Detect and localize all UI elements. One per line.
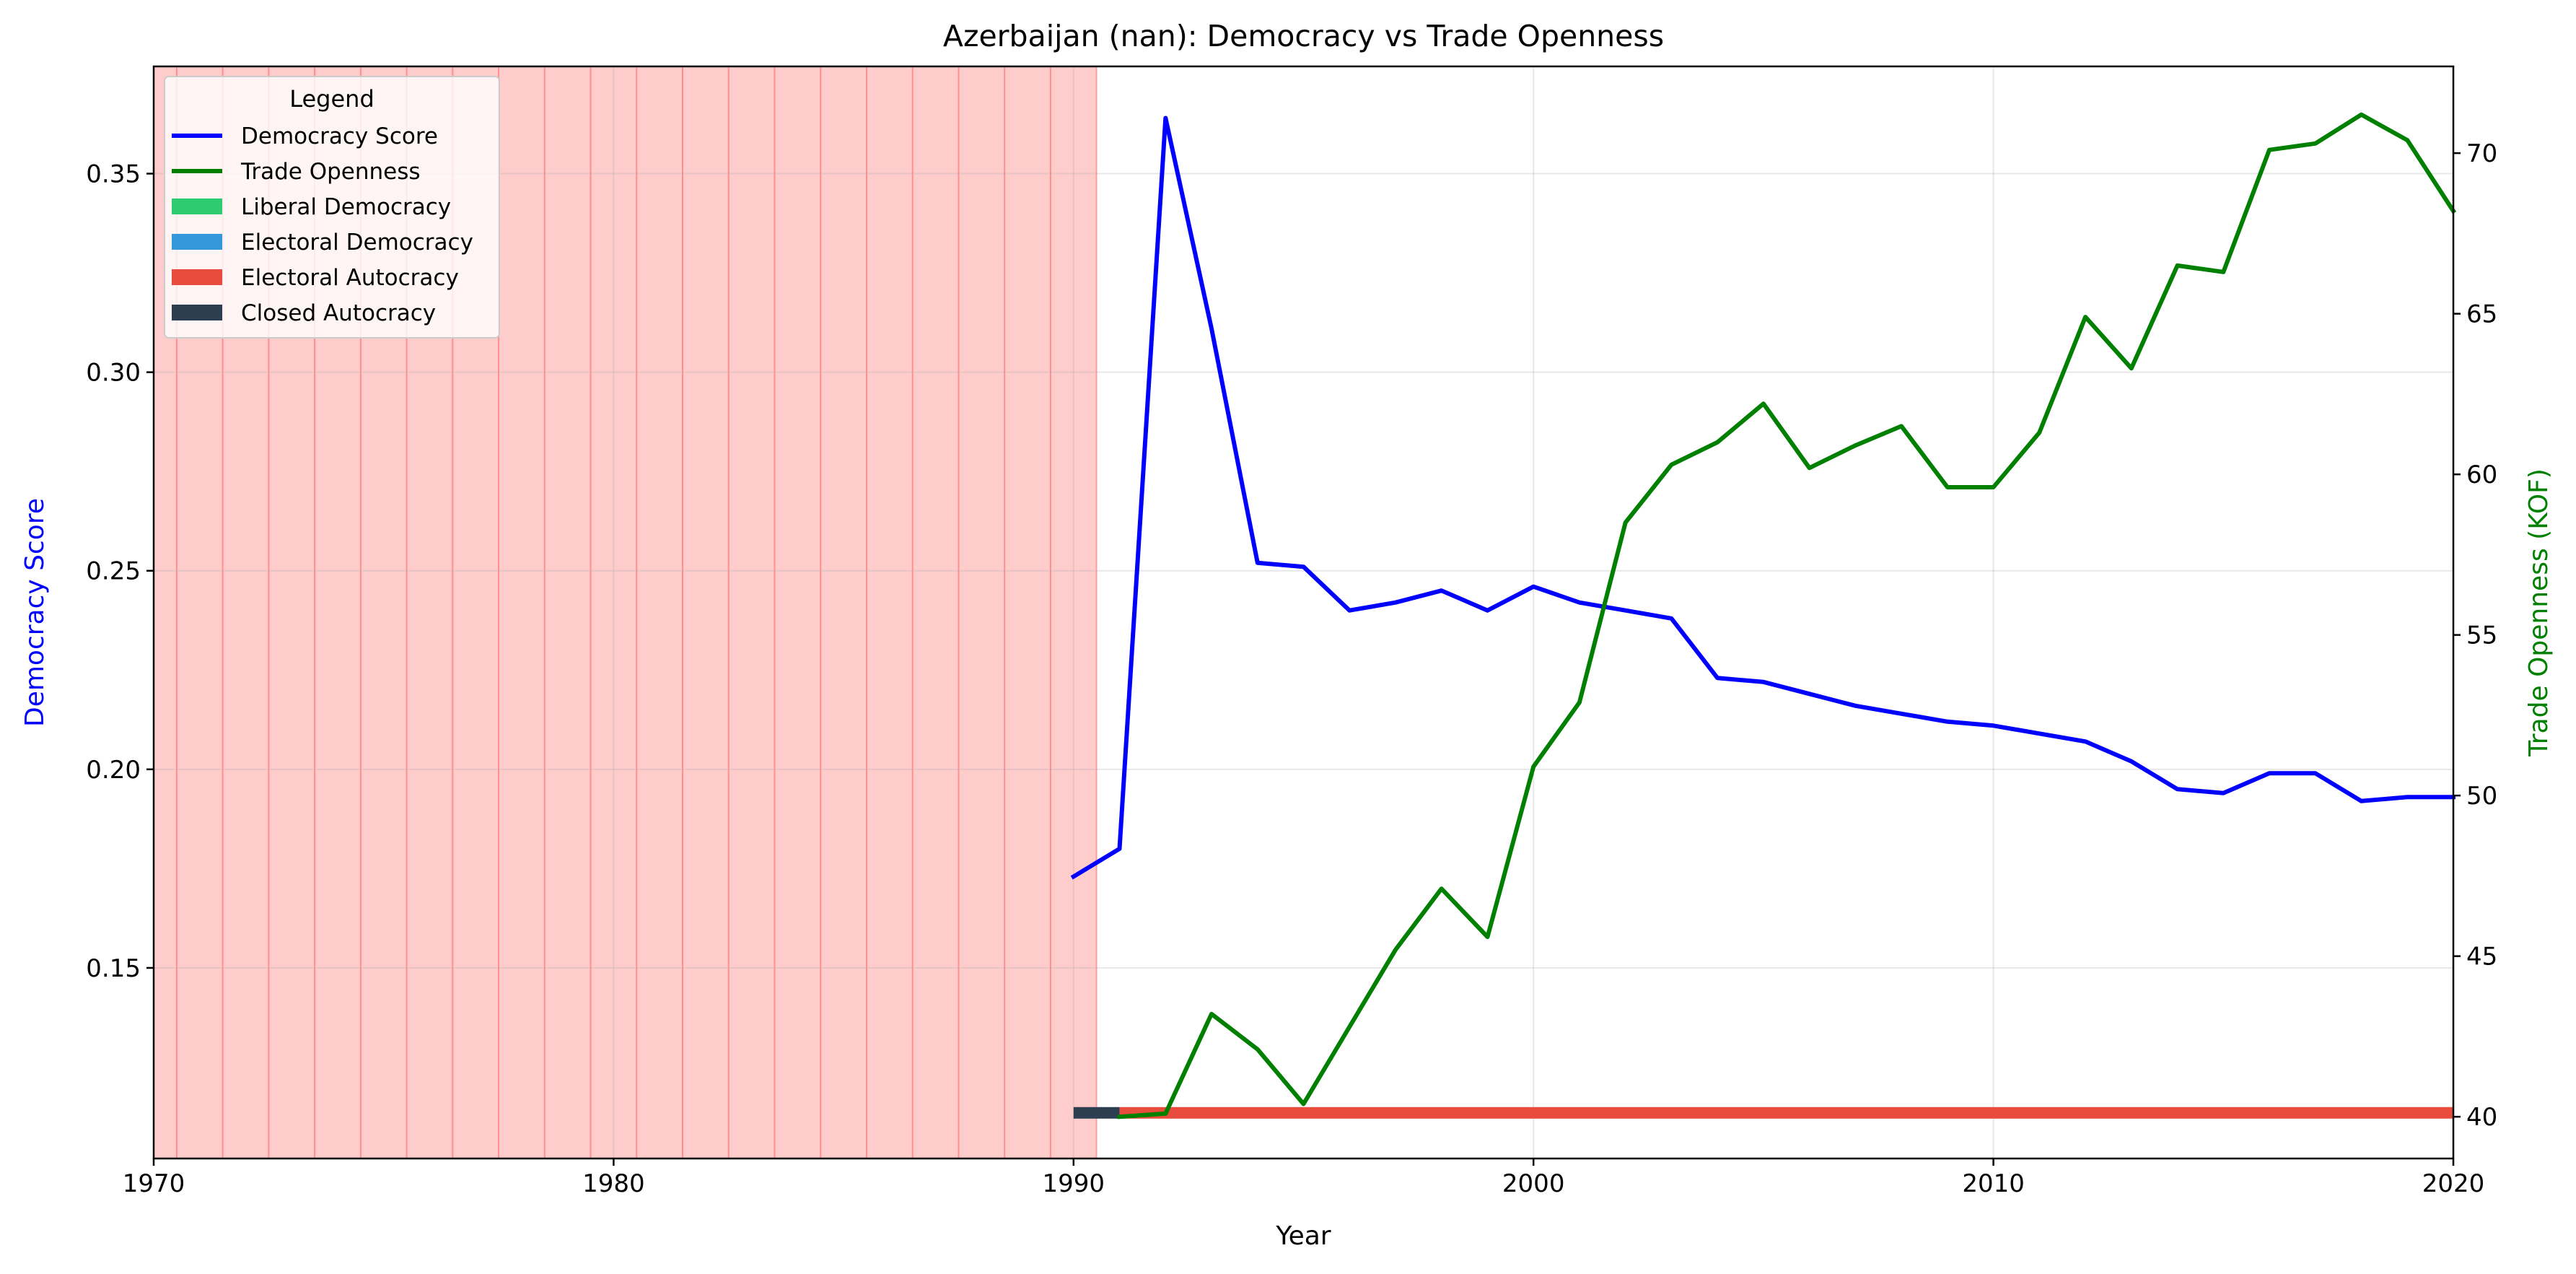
legend-box [164,76,500,339]
legend-title: Legend [289,85,374,113]
y-left-tick-label: 0.15 [86,954,141,983]
missing-data-band-1983 [728,66,775,1159]
series-line-trade-openness [1117,112,2457,1120]
y-right-tick-label: 50 [2466,782,2497,811]
missing-data-band-1988 [958,66,1005,1159]
y-right-tick-label: 65 [2466,300,2497,329]
x-tick-label: 1990 [1043,1169,1105,1198]
y-right-axis-label: Trade Openness (KOF) [2524,468,2554,757]
missing-data-band-1990 [1050,66,1097,1159]
x-tick-label: 1970 [123,1169,185,1198]
legend-label-closed-autocracy: Closed Autocracy [241,300,436,326]
x-tick-label: 2020 [2422,1169,2485,1198]
missing-data-band-1980 [590,66,637,1159]
x-tick-label: 2000 [1502,1169,1565,1198]
legend-label-electoral-autocracy: Electoral Autocracy [241,265,459,291]
legend-swatch-closed-autocracy [172,305,222,320]
missing-data-band-1989 [1004,66,1051,1159]
series-line-democracy-score [1070,115,2455,880]
missing-data-band-1978 [499,66,545,1159]
y-left-tick-label: 0.20 [86,756,141,785]
missing-data-band-1981 [636,66,683,1159]
y-left-tick-label: 0.35 [86,160,141,189]
legend: Legend Democracy Score Trade Openness Libe… [164,76,500,339]
legend-label-liberal-democracy: Liberal Democracy [241,194,451,220]
axis-ticks: 1970 1980 1990 2000 2010 2020 0.15 0.20 0.25 0.30… [86,139,2497,1198]
legend-swatch-electoral-democracy [172,234,222,250]
missing-data-band-1979 [544,66,591,1159]
x-tick-label: 1980 [582,1169,645,1198]
y-right-tick-label: 55 [2466,621,2497,650]
series-lines [1070,112,2457,1120]
y-right-tick-label: 45 [2466,943,2497,972]
x-axis-label: Year [1275,1221,1331,1251]
y-right-tick-label: 60 [2466,461,2497,489]
legend-label-democracy-score: Democracy Score [241,123,438,149]
y-left-tick-label: 0.25 [86,557,141,586]
missing-data-band-1984 [774,66,821,1159]
missing-data-band-1986 [866,66,913,1159]
x-tick-label: 2010 [1962,1169,2025,1198]
missing-data-band-1987 [912,66,959,1159]
legend-swatch-electoral-autocracy [172,269,222,285]
y-right-tick-label: 40 [2466,1103,2497,1132]
legend-label-electoral-democracy: Electoral Democracy [241,230,473,256]
chart-title: Azerbaijan (nan): Democracy vs Trade Ope… [943,19,1664,53]
missing-data-band-1985 [820,66,867,1159]
y-left-tick-label: 0.30 [86,359,141,388]
y-right-tick-label: 70 [2466,139,2497,168]
y-left-axis-label: Democracy Score [20,498,50,727]
plot-frame [152,65,2455,1160]
missing-data-band-1982 [683,66,729,1159]
legend-swatch-liberal-democracy [172,198,222,214]
legend-label-trade-openness: Trade Openness [240,159,421,185]
